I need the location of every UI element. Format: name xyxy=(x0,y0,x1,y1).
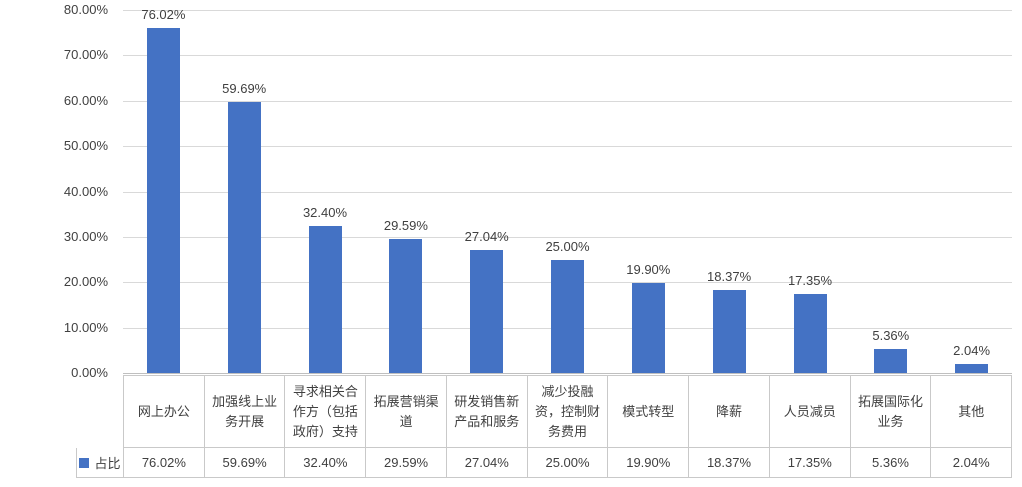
bar xyxy=(631,282,665,373)
bar xyxy=(308,226,342,373)
y-tick-label: 30.00% xyxy=(63,228,108,244)
bar xyxy=(793,294,827,373)
bar-value-label: 17.35% xyxy=(787,273,833,289)
y-tick-label: 80.00% xyxy=(63,2,108,17)
bar-value-label: 2.04% xyxy=(953,342,991,358)
bar-value-label: 59.69% xyxy=(222,81,267,97)
y-tick-label: 60.00% xyxy=(63,92,108,108)
category-header-cell: 网上办公 xyxy=(123,376,204,447)
category-header-cell: 寻求相关合作方（包括政府）支持 xyxy=(284,376,365,447)
table-value-cell: 18.37% xyxy=(688,448,769,477)
category-header-cell: 模式转型 xyxy=(607,376,688,447)
gridline xyxy=(123,10,1012,11)
bar-value-label: 19.90% xyxy=(626,261,671,277)
table-value-cell: 27.04% xyxy=(445,448,527,477)
data-table-value-row: 占比 76.02% 59.69% 32.40% 29.59% 27.04% 25.00% 1… xyxy=(76,448,1013,478)
x-axis-line xyxy=(123,373,1012,374)
y-tick-label: 40.00% xyxy=(63,183,108,199)
bar-value-label: 18.37% xyxy=(707,268,752,284)
bar-value-label: 25.00% xyxy=(545,238,590,254)
gridline xyxy=(123,100,1012,102)
category-header-cell: 加强线上业务开展 xyxy=(203,376,285,447)
category-header-cell: 其他 xyxy=(930,376,1013,447)
bar-value-label: 5.36% xyxy=(872,327,910,343)
category-header-cell: 人员减员 xyxy=(768,376,850,447)
bar xyxy=(551,259,584,373)
y-tick-label: 20.00% xyxy=(63,274,108,290)
gridline xyxy=(123,236,1012,238)
category-header-cell: 拓展国际化业务 xyxy=(849,376,931,447)
table-value-cell: 25.00% xyxy=(526,448,608,477)
table-value-cell: 32.40% xyxy=(284,448,365,477)
bar xyxy=(389,238,423,373)
table-value-cell: 5.36% xyxy=(849,448,931,477)
legend-color-swatch xyxy=(79,457,90,468)
gridline xyxy=(123,55,1012,57)
table-value-cell: 29.59% xyxy=(365,448,446,477)
bar xyxy=(227,102,261,373)
category-header-cell: 降薪 xyxy=(688,376,769,447)
bar xyxy=(874,348,908,373)
table-value-cell: 19.90% xyxy=(607,448,688,477)
legend-key-cell: 占比 xyxy=(76,448,123,477)
category-header-cell: 拓展营销渠道 xyxy=(365,376,446,447)
category-header-cell: 减少投融资，控制财务费用 xyxy=(526,376,608,447)
y-tick-label: 50.00% xyxy=(63,138,108,154)
gridline xyxy=(123,191,1012,193)
legend-label: 占比 xyxy=(94,456,121,471)
bar-value-label: 27.04% xyxy=(464,229,509,245)
gridline xyxy=(123,146,1012,148)
bar xyxy=(955,363,989,373)
bar xyxy=(712,289,746,373)
table-value-cell: 59.69% xyxy=(203,448,285,477)
bar-value-label: 32.40% xyxy=(302,205,348,220)
y-tick-label: 0.00% xyxy=(71,365,108,380)
data-table-category-header-row: 网上办公 加强线上业务开展 寻求相关合作方（包括政府）支持 拓展营销渠道 研发销售新产品… xyxy=(123,375,1013,448)
table-value-cell: 76.02% xyxy=(123,448,204,477)
bar xyxy=(146,28,180,373)
bar xyxy=(470,250,504,373)
category-header-cell: 研发销售新产品和服务 xyxy=(445,376,527,447)
table-value-cell: 2.04% xyxy=(930,448,1013,477)
y-tick-label: 70.00% xyxy=(63,47,108,63)
bar-value-label: 76.02% xyxy=(141,7,186,23)
table-value-cell: 17.35% xyxy=(768,448,850,477)
y-tick-label: 10.00% xyxy=(63,319,108,335)
bar-value-label: 29.59% xyxy=(383,217,428,233)
